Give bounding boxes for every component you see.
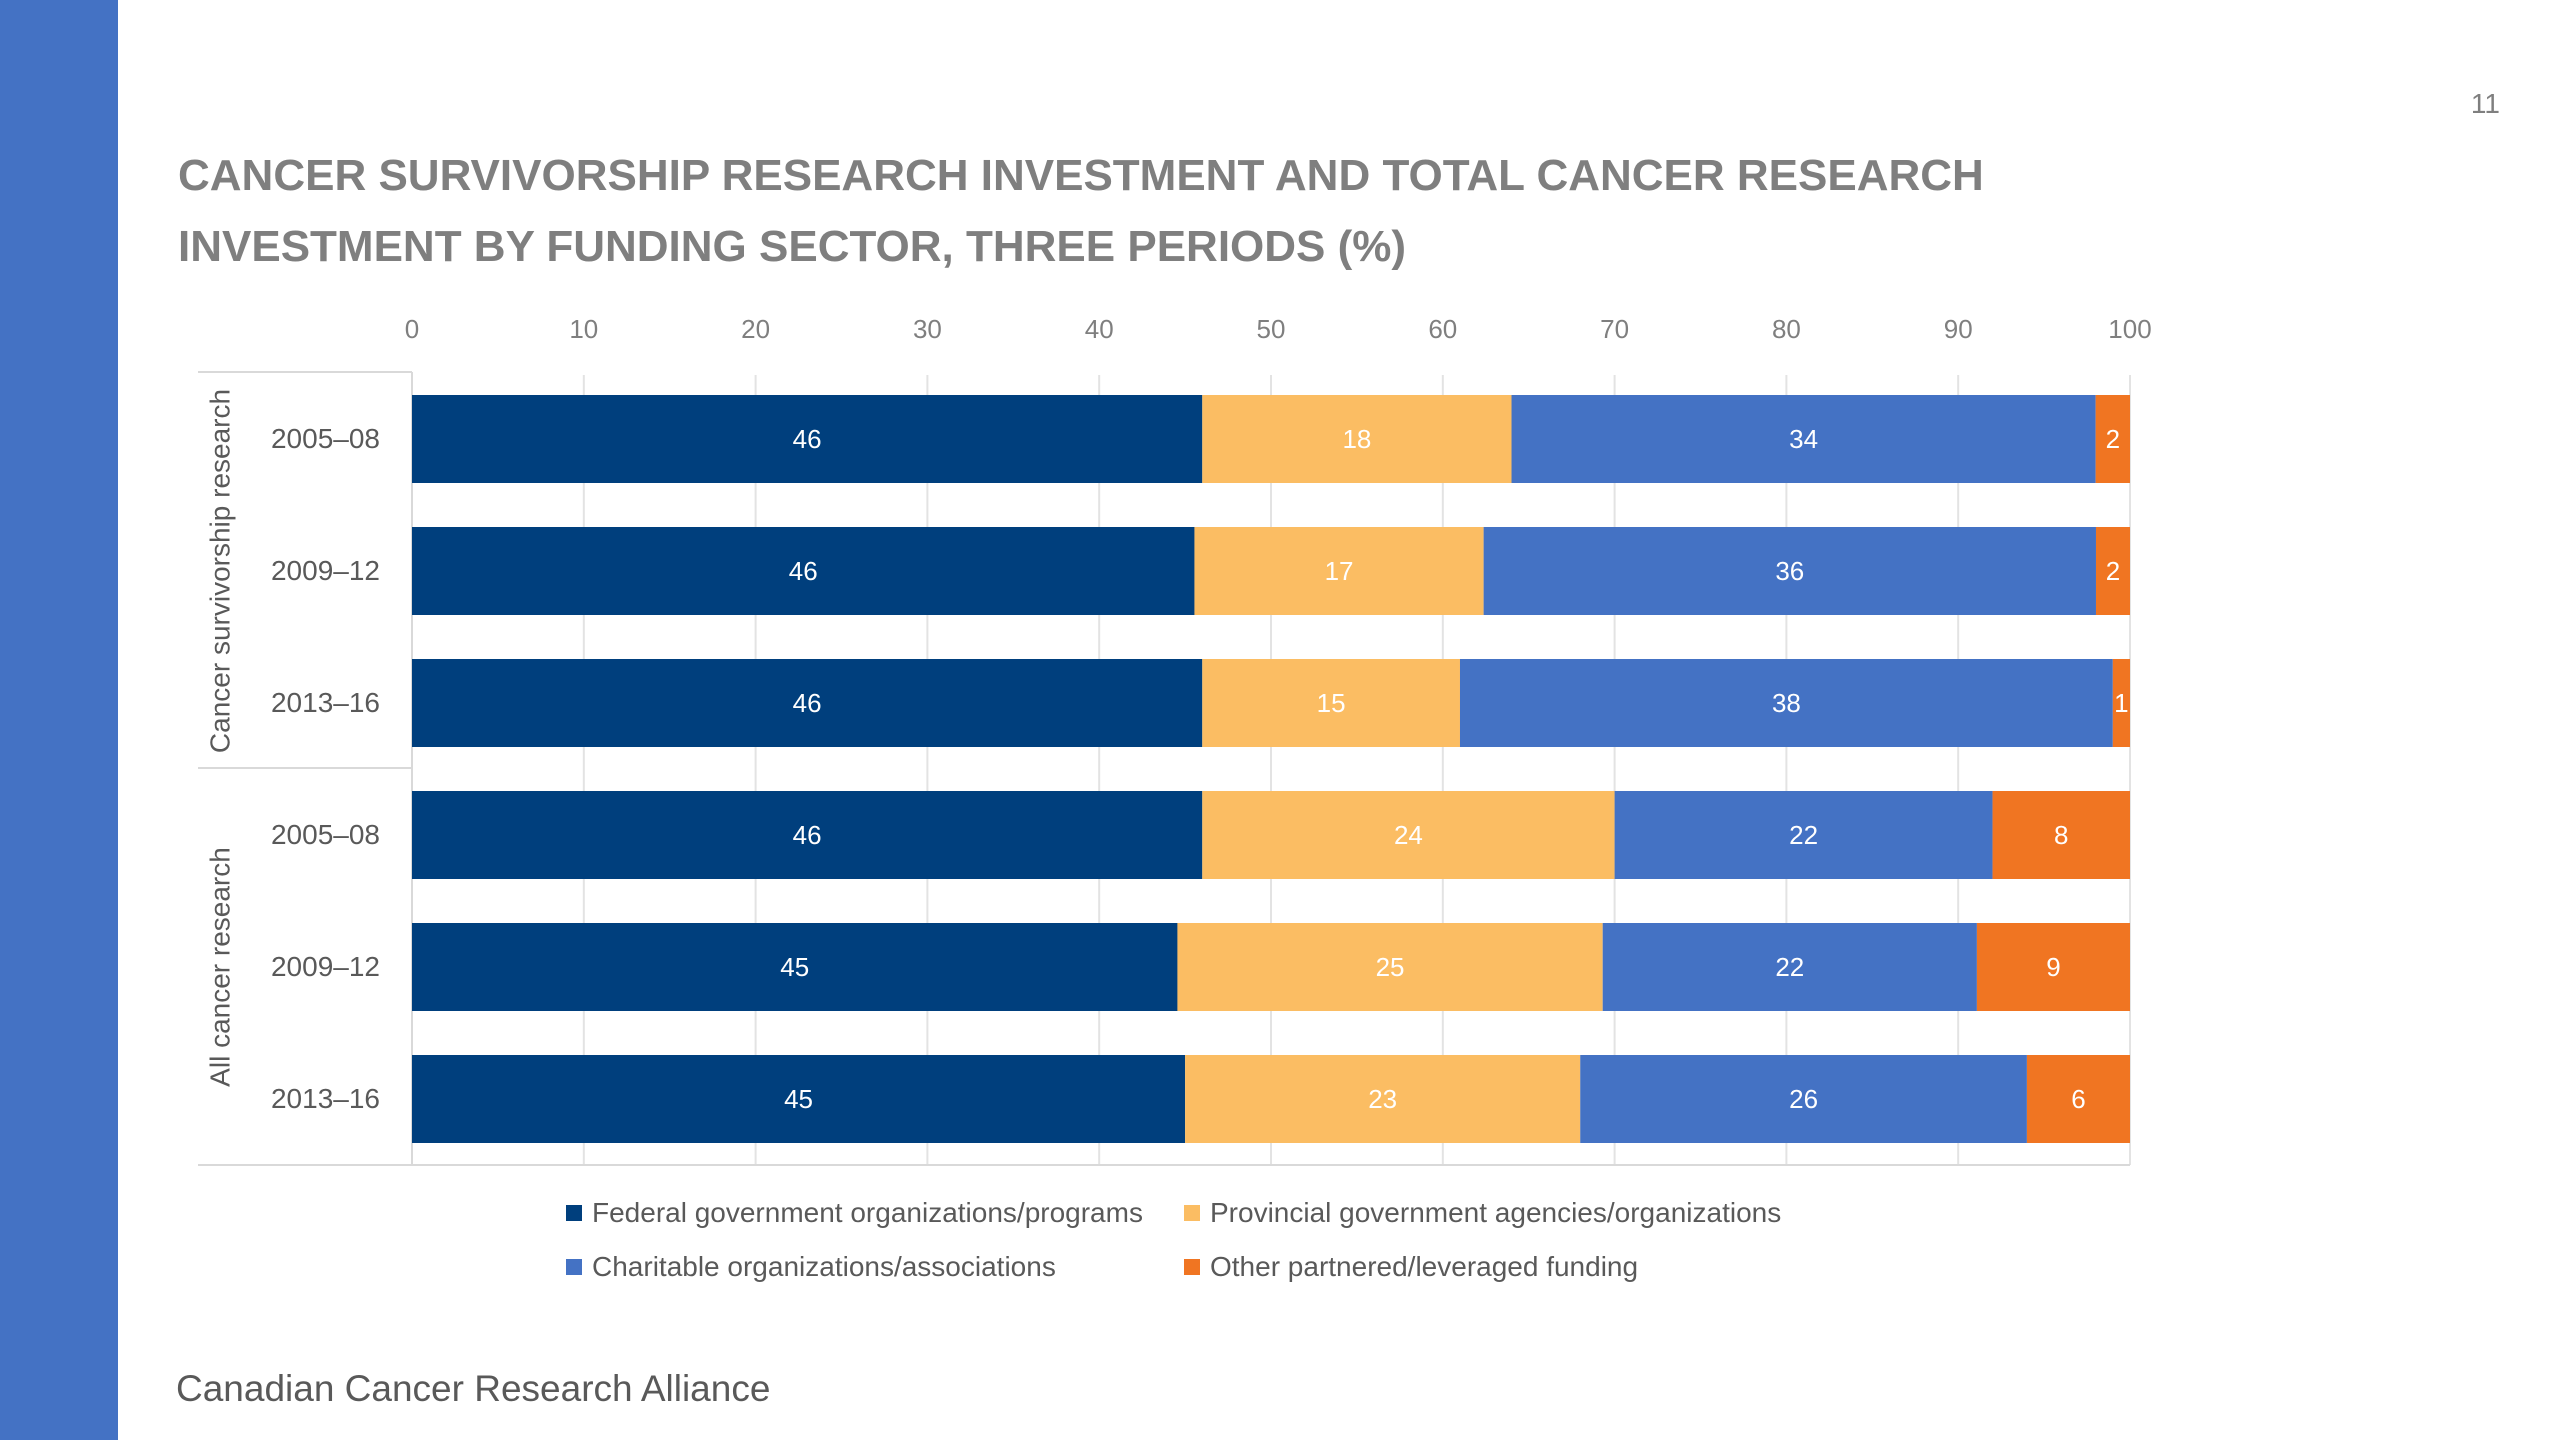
data-label-federal-3: 46: [793, 820, 822, 850]
legend-label-charitable: Charitable organizations/associations: [592, 1251, 1056, 1282]
data-label-other-4: 9: [2046, 952, 2060, 982]
data-label-charitable-3: 22: [1789, 820, 1818, 850]
x-tick-label-50: 50: [1257, 314, 1286, 344]
data-label-provincial-2: 15: [1317, 688, 1346, 718]
bar-federal-5: [412, 1055, 1186, 1143]
bar-charitable-0: [1511, 395, 2096, 483]
bar-federal-0: [412, 395, 1203, 483]
data-label-other-5: 6: [2071, 1084, 2085, 1114]
data-label-charitable-4: 22: [1775, 952, 1804, 982]
bar-provincial-2: [1202, 659, 1460, 747]
bar-other-3: [1992, 791, 2130, 879]
bar-provincial-1: [1194, 527, 1484, 615]
bar-other-0: [2095, 395, 2130, 483]
x-tick-label-80: 80: [1772, 314, 1801, 344]
data-label-charitable-5: 26: [1789, 1084, 1818, 1114]
bar-charitable-5: [1580, 1055, 2027, 1143]
bar-federal-4: [412, 923, 1178, 1011]
bar-other-1: [2095, 527, 2130, 615]
x-tick-label-90: 90: [1944, 314, 1973, 344]
bar-charitable-2: [1459, 659, 2113, 747]
data-label-provincial-1: 17: [1325, 556, 1354, 586]
legend-swatch-other: [1184, 1259, 1200, 1275]
bar-federal-3: [412, 791, 1203, 879]
category-label-1-1: 2009–12: [271, 951, 380, 982]
legend-item-provincial: Provincial government agencies/organizat…: [1184, 1196, 1824, 1230]
bar-charitable-1: [1483, 527, 2096, 615]
data-label-federal-2: 46: [793, 688, 822, 718]
bar-other-5: [2026, 1055, 2130, 1143]
data-label-provincial-5: 23: [1368, 1084, 1397, 1114]
legend-item-federal: Federal government organizations/program…: [566, 1196, 1184, 1230]
data-label-provincial-4: 25: [1376, 952, 1405, 982]
title-line-1: CANCER SURVIVORSHIP RESEARCH INVESTMENT …: [178, 151, 1984, 200]
data-label-federal-4: 45: [780, 952, 809, 982]
data-label-provincial-0: 18: [1342, 424, 1371, 454]
legend-label-provincial: Provincial government agencies/organizat…: [1210, 1197, 1782, 1228]
x-tick-label-100: 100: [2108, 314, 2151, 344]
legend-item-charitable: Charitable organizations/associations: [566, 1250, 1184, 1284]
group-label-1: All cancer research: [204, 847, 235, 1087]
data-label-other-1: 2: [2106, 556, 2120, 586]
page-number: 11: [2470, 88, 2500, 119]
data-label-provincial-3: 24: [1394, 820, 1423, 850]
data-label-other-2: 1: [2114, 688, 2128, 718]
x-tick-label-70: 70: [1600, 314, 1629, 344]
data-label-charitable-1: 36: [1775, 556, 1804, 586]
data-label-other-3: 8: [2054, 820, 2068, 850]
title-line-2: INVESTMENT BY FUNDING SECTOR, THREE PERI…: [178, 222, 1407, 271]
category-label-1-0: 2005–08: [271, 819, 380, 850]
x-tick-label-0: 0: [405, 314, 419, 344]
legend-swatch-provincial: [1184, 1205, 1200, 1221]
bar-federal-2: [412, 659, 1203, 747]
slide-title: CANCER SURVIVORSHIP RESEARCH INVESTMENT …: [178, 140, 2378, 282]
legend-label-other: Other partnered/leveraged funding: [1210, 1251, 1639, 1282]
bar-provincial-4: [1177, 923, 1603, 1011]
category-label-0-1: 2009–12: [271, 555, 380, 586]
bar-provincial-3: [1202, 791, 1615, 879]
bar-charitable-4: [1602, 923, 1977, 1011]
data-label-federal-5: 45: [784, 1084, 813, 1114]
group-label-0: Cancer survivorship research: [204, 389, 235, 753]
bar-federal-1: [412, 527, 1195, 615]
data-label-other-0: 2: [2106, 424, 2120, 454]
footer-organization: Canadian Cancer Research Alliance: [176, 1368, 771, 1409]
bar-other-4: [1976, 923, 2130, 1011]
legend-swatch-federal: [566, 1205, 582, 1221]
category-label-0-2: 2013–16: [271, 687, 380, 718]
x-tick-label-20: 20: [741, 314, 770, 344]
x-tick-label-30: 30: [913, 314, 942, 344]
bar-other-2: [2112, 659, 2130, 747]
data-label-federal-1: 46: [789, 556, 818, 586]
bar-provincial-0: [1202, 395, 1512, 483]
bar-provincial-5: [1185, 1055, 1581, 1143]
category-label-1-2: 2013–16: [271, 1083, 380, 1114]
side-accent-bar: [0, 0, 118, 1440]
x-tick-label-60: 60: [1428, 314, 1457, 344]
legend-swatch-charitable: [566, 1259, 582, 1275]
bar-charitable-3: [1614, 791, 1993, 879]
legend-item-other: Other partnered/leveraged funding: [1184, 1250, 1824, 1284]
category-label-0-0: 2005–08: [271, 423, 380, 454]
data-label-charitable-0: 34: [1789, 424, 1818, 454]
data-label-federal-0: 46: [793, 424, 822, 454]
x-tick-label-40: 40: [1085, 314, 1114, 344]
legend-label-federal: Federal government organizations/program…: [592, 1197, 1143, 1228]
chart-legend: Federal government organizations/program…: [566, 1196, 1866, 1284]
x-tick-label-10: 10: [569, 314, 598, 344]
data-label-charitable-2: 38: [1772, 688, 1801, 718]
